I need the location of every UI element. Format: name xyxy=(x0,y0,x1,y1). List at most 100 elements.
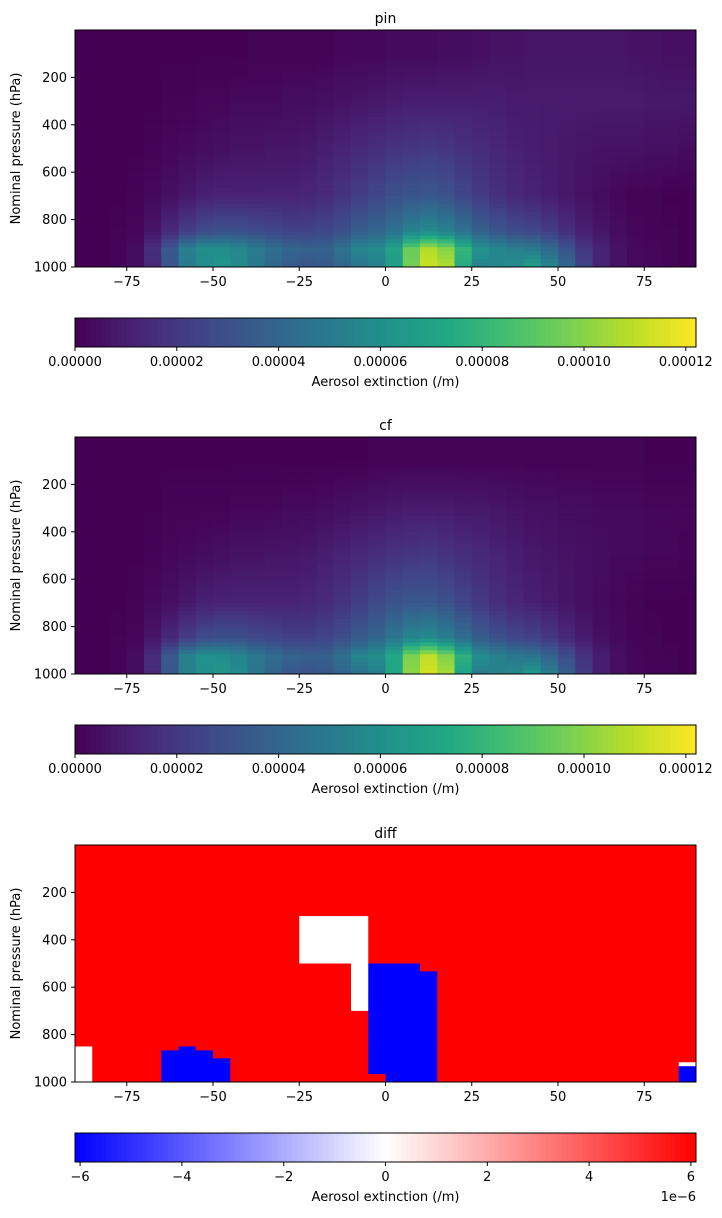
colorbar-swatch xyxy=(639,725,645,754)
heatmap-cell xyxy=(592,259,611,264)
heatmap-cell xyxy=(506,666,524,671)
heatmap-cell xyxy=(454,516,473,521)
heatmap-cell xyxy=(213,30,231,35)
heatmap-cell xyxy=(402,57,421,62)
heatmap-cell xyxy=(402,176,421,181)
heatmap-cell xyxy=(368,496,386,501)
y-tick-label: 800 xyxy=(42,213,67,228)
heatmap-cell xyxy=(558,164,576,169)
heatmap-cell xyxy=(471,492,490,497)
heatmap-cell xyxy=(402,658,421,663)
heatmap-cell xyxy=(351,57,369,62)
heatmap-cell xyxy=(92,215,110,220)
heatmap-cell xyxy=(385,662,404,667)
heatmap-cell xyxy=(230,587,248,592)
heatmap-cell xyxy=(661,65,680,70)
heatmap-cell xyxy=(351,211,369,217)
heatmap-cell xyxy=(299,468,317,473)
heatmap-cell xyxy=(282,654,300,659)
heatmap-cell xyxy=(92,527,110,533)
heatmap-cell xyxy=(540,650,559,655)
heatmap-cell xyxy=(333,61,352,66)
heatmap-cell xyxy=(333,160,352,165)
heatmap-cell xyxy=(299,448,317,454)
heatmap-cell xyxy=(471,523,490,529)
heatmap-cell xyxy=(161,128,179,134)
heatmap-cell xyxy=(144,654,162,659)
heatmap-cell xyxy=(299,61,317,66)
heatmap-cell xyxy=(144,876,162,881)
heatmap-cell xyxy=(230,263,248,268)
heatmap-cell xyxy=(247,646,266,651)
heatmap-cell xyxy=(213,662,231,667)
heatmap-cell xyxy=(264,45,283,51)
heatmap-cell xyxy=(592,112,611,118)
heatmap-cell xyxy=(523,195,542,201)
heatmap-cell xyxy=(540,516,559,521)
heatmap-cell xyxy=(230,239,248,244)
heatmap-cell xyxy=(299,140,317,145)
heatmap-cell xyxy=(678,646,697,651)
heatmap-cell xyxy=(264,583,283,588)
colorbar-swatch xyxy=(95,318,102,347)
heatmap-cell xyxy=(385,488,404,493)
heatmap-cell xyxy=(523,239,542,244)
heatmap-cell xyxy=(316,184,335,189)
heatmap-cell xyxy=(523,535,542,541)
colorbar-swatch xyxy=(333,318,340,347)
heatmap-cell xyxy=(471,255,490,260)
heatmap-cell xyxy=(678,492,697,497)
heatmap-cell xyxy=(558,587,576,592)
heatmap-cell xyxy=(316,215,335,220)
heatmap-cell xyxy=(144,638,162,643)
heatmap-cell xyxy=(126,195,145,201)
heatmap-cell xyxy=(506,492,524,497)
heatmap-cell xyxy=(575,136,593,141)
heatmap-cell xyxy=(195,57,214,62)
heatmap-cell xyxy=(230,93,248,98)
heatmap-cell xyxy=(627,492,645,497)
heatmap-cell xyxy=(126,602,145,608)
heatmap-cell xyxy=(75,188,93,193)
heatmap-cell xyxy=(402,263,421,268)
heatmap-cell xyxy=(523,642,542,647)
heatmap-cell xyxy=(282,508,300,513)
colorbar-swatch xyxy=(204,318,211,347)
heatmap-cell xyxy=(540,555,559,560)
heatmap-cell xyxy=(575,559,593,564)
heatmap-cell xyxy=(109,614,128,620)
heatmap-cell xyxy=(333,551,352,556)
heatmap-cell xyxy=(247,551,266,556)
heatmap-cell xyxy=(523,140,542,145)
heatmap-cell xyxy=(437,93,455,98)
heatmap-cell xyxy=(213,602,231,608)
heatmap-cell xyxy=(213,630,231,635)
heatmap-cell xyxy=(385,468,404,473)
heatmap-cell xyxy=(454,523,473,529)
heatmap-cell xyxy=(213,81,231,86)
heatmap-cell xyxy=(489,492,507,497)
heatmap-cell xyxy=(489,152,507,157)
heatmap-cell xyxy=(489,591,507,596)
heatmap-cell xyxy=(264,860,283,866)
heatmap-cell xyxy=(161,555,179,560)
heatmap-cell xyxy=(644,57,662,62)
heatmap-cell xyxy=(471,535,490,541)
heatmap-cell xyxy=(540,219,559,224)
colorbar-swatch xyxy=(406,318,412,347)
heatmap-cell xyxy=(178,539,197,545)
heatmap-cell xyxy=(161,65,179,70)
heatmap-cell xyxy=(385,456,404,462)
heatmap-cell xyxy=(402,551,421,556)
heatmap-cell xyxy=(213,551,231,556)
heatmap-cell xyxy=(178,136,197,141)
heatmap-cell xyxy=(402,579,421,584)
heatmap-cell xyxy=(489,602,507,608)
heatmap-cell xyxy=(609,136,628,141)
heatmap-cell xyxy=(540,492,559,497)
heatmap-cell xyxy=(161,81,179,86)
heatmap-cell xyxy=(558,235,576,240)
colorbar-swatch xyxy=(375,725,381,754)
heatmap-cell xyxy=(316,437,335,442)
heatmap-cell xyxy=(644,448,662,454)
